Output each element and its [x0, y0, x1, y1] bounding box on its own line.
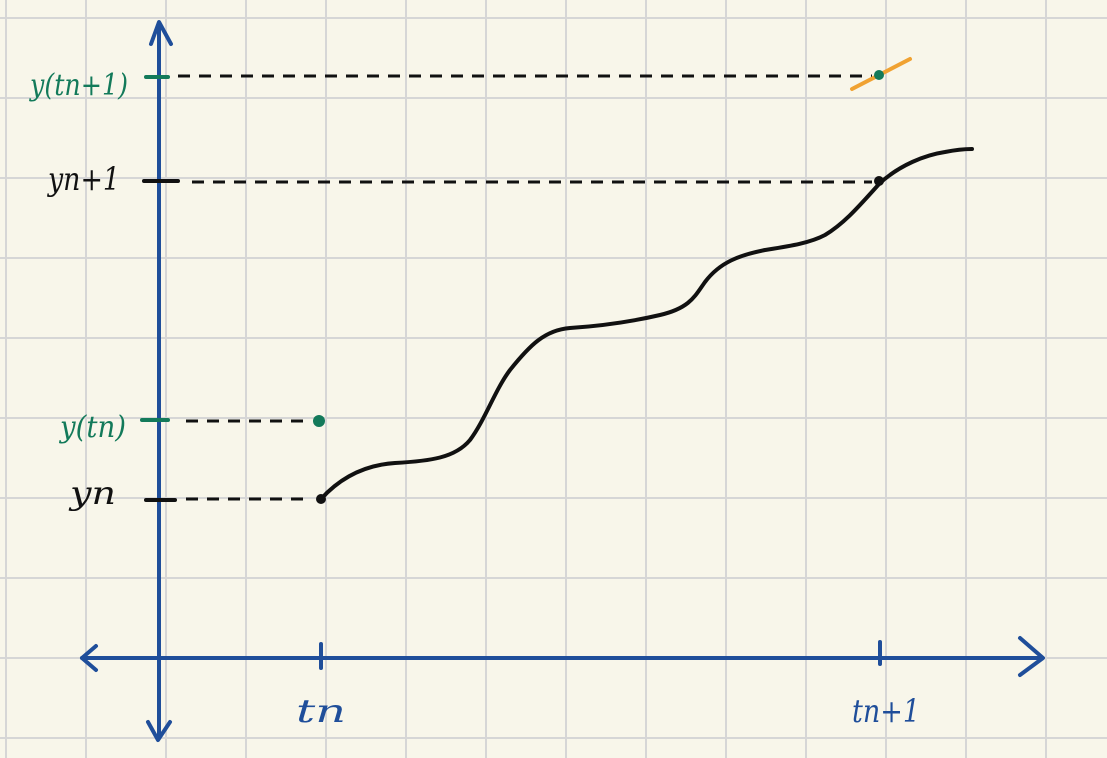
label-y-exact-current: y(tn) — [58, 410, 126, 445]
label-y-next: yn+1 — [46, 160, 120, 198]
y-axis-arrow-top — [149, 20, 173, 46]
point-yn — [316, 494, 326, 504]
point-y-exact-next — [874, 70, 884, 80]
label-t-next: tn+1 — [852, 692, 920, 730]
point-y-exact-current — [313, 415, 325, 427]
x-axis-arrow-right — [1018, 636, 1045, 677]
point-yn1 — [874, 176, 884, 186]
label-y-exact-next: y(tn+1) — [28, 68, 128, 103]
y-axis-arrow-bottom — [146, 720, 172, 742]
x-axis-arrow-left — [80, 644, 98, 672]
label-y-current: yn — [68, 474, 116, 512]
label-t-current: tn — [296, 692, 346, 730]
